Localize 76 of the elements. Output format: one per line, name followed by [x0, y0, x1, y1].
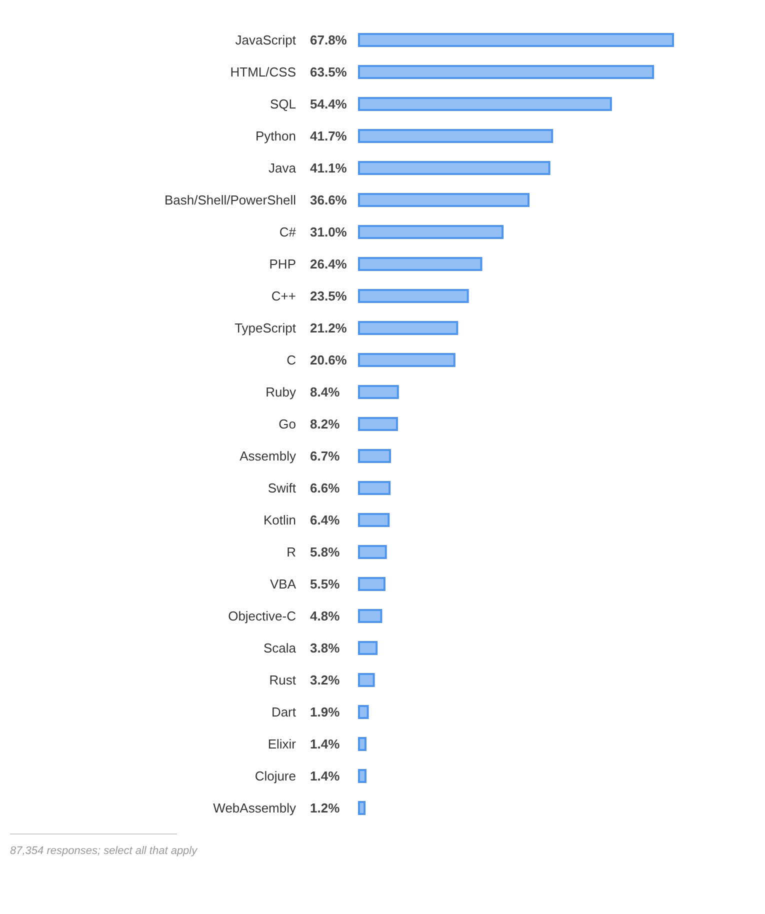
data-label: 41.1%: [310, 160, 348, 176]
bar: [358, 417, 398, 431]
y-tick-label: Bash/Shell/PowerShell: [164, 192, 296, 208]
data-label: 6.6%: [310, 480, 340, 496]
y-tick-label: HTML/CSS: [230, 64, 296, 80]
bar: [358, 481, 391, 495]
bar: [358, 705, 369, 719]
bar: [358, 257, 482, 271]
y-tick-label: Kotlin: [263, 512, 296, 528]
bar: [358, 385, 399, 399]
data-label: 3.8%: [310, 640, 340, 656]
y-tick-label: R: [286, 544, 296, 560]
bar: [358, 225, 504, 239]
data-label: 3.2%: [310, 672, 340, 688]
data-label: 63.5%: [310, 64, 348, 80]
y-tick-label: Dart: [271, 704, 296, 720]
bar: [358, 641, 378, 655]
bar: [358, 193, 530, 207]
y-tick-label: Clojure: [254, 768, 296, 784]
data-label: 67.8%: [310, 32, 348, 48]
y-tick-label: SQL: [270, 96, 296, 112]
y-tick-label: Elixir: [268, 736, 297, 752]
bar: [358, 801, 366, 815]
y-tick-label: C++: [271, 288, 296, 304]
bar: [358, 609, 382, 623]
bar: [358, 513, 390, 527]
text: 87,354 responses; select all that apply: [10, 845, 199, 857]
bar: [358, 289, 469, 303]
data-label: 6.7%: [310, 448, 340, 464]
bar: [358, 321, 458, 335]
data-label: 41.7%: [310, 128, 348, 144]
y-tick-label: Ruby: [266, 384, 296, 400]
data-label: 23.5%: [310, 288, 348, 304]
bar: [358, 545, 387, 559]
data-label: 20.6%: [310, 352, 348, 368]
y-tick-label: Rust: [269, 672, 296, 688]
y-tick-label: Java: [268, 160, 297, 176]
y-tick-label: C#: [279, 224, 297, 240]
y-tick-label: JavaScript: [235, 32, 296, 48]
y-tick-label: Swift: [268, 480, 296, 496]
data-label: 1.4%: [310, 736, 340, 752]
bar: [358, 353, 456, 367]
bar: [358, 737, 366, 751]
bar: [358, 449, 392, 463]
data-label: 8.2%: [310, 416, 340, 432]
y-tick-label: VBA: [270, 576, 296, 592]
data-label: 4.8%: [310, 608, 340, 624]
y-tick-label: Python: [256, 128, 296, 144]
bar: [358, 33, 674, 47]
bar: [358, 129, 554, 143]
data-label: 26.4%: [310, 256, 348, 272]
data-label: 1.9%: [310, 704, 340, 720]
data-label: 6.4%: [310, 512, 340, 528]
data-label: 1.4%: [310, 768, 340, 784]
data-label: 54.4%: [310, 96, 348, 112]
bar: [358, 65, 654, 79]
y-tick-label: PHP: [269, 256, 296, 272]
data-label: 31.0%: [310, 224, 348, 240]
data-label: 8.4%: [310, 384, 340, 400]
y-tick-label: Scala: [263, 640, 297, 656]
y-tick-label: TypeScript: [234, 320, 296, 336]
data-label: 5.8%: [310, 544, 340, 560]
data-label: 5.5%: [310, 576, 340, 592]
data-label: 36.6%: [310, 192, 348, 208]
y-tick-label: Objective-C: [228, 608, 296, 624]
y-tick-label: C: [286, 352, 296, 368]
y-tick-label: WebAssembly: [213, 800, 296, 816]
bar: [358, 161, 550, 175]
y-tick-label: Assembly: [240, 448, 296, 464]
bar: [358, 577, 386, 591]
y-tick-label: Go: [278, 416, 296, 432]
data-label: 21.2%: [310, 320, 348, 336]
bar: [358, 673, 375, 687]
bar: [358, 97, 612, 111]
bar: [358, 769, 366, 783]
data-label: 1.2%: [310, 800, 340, 816]
